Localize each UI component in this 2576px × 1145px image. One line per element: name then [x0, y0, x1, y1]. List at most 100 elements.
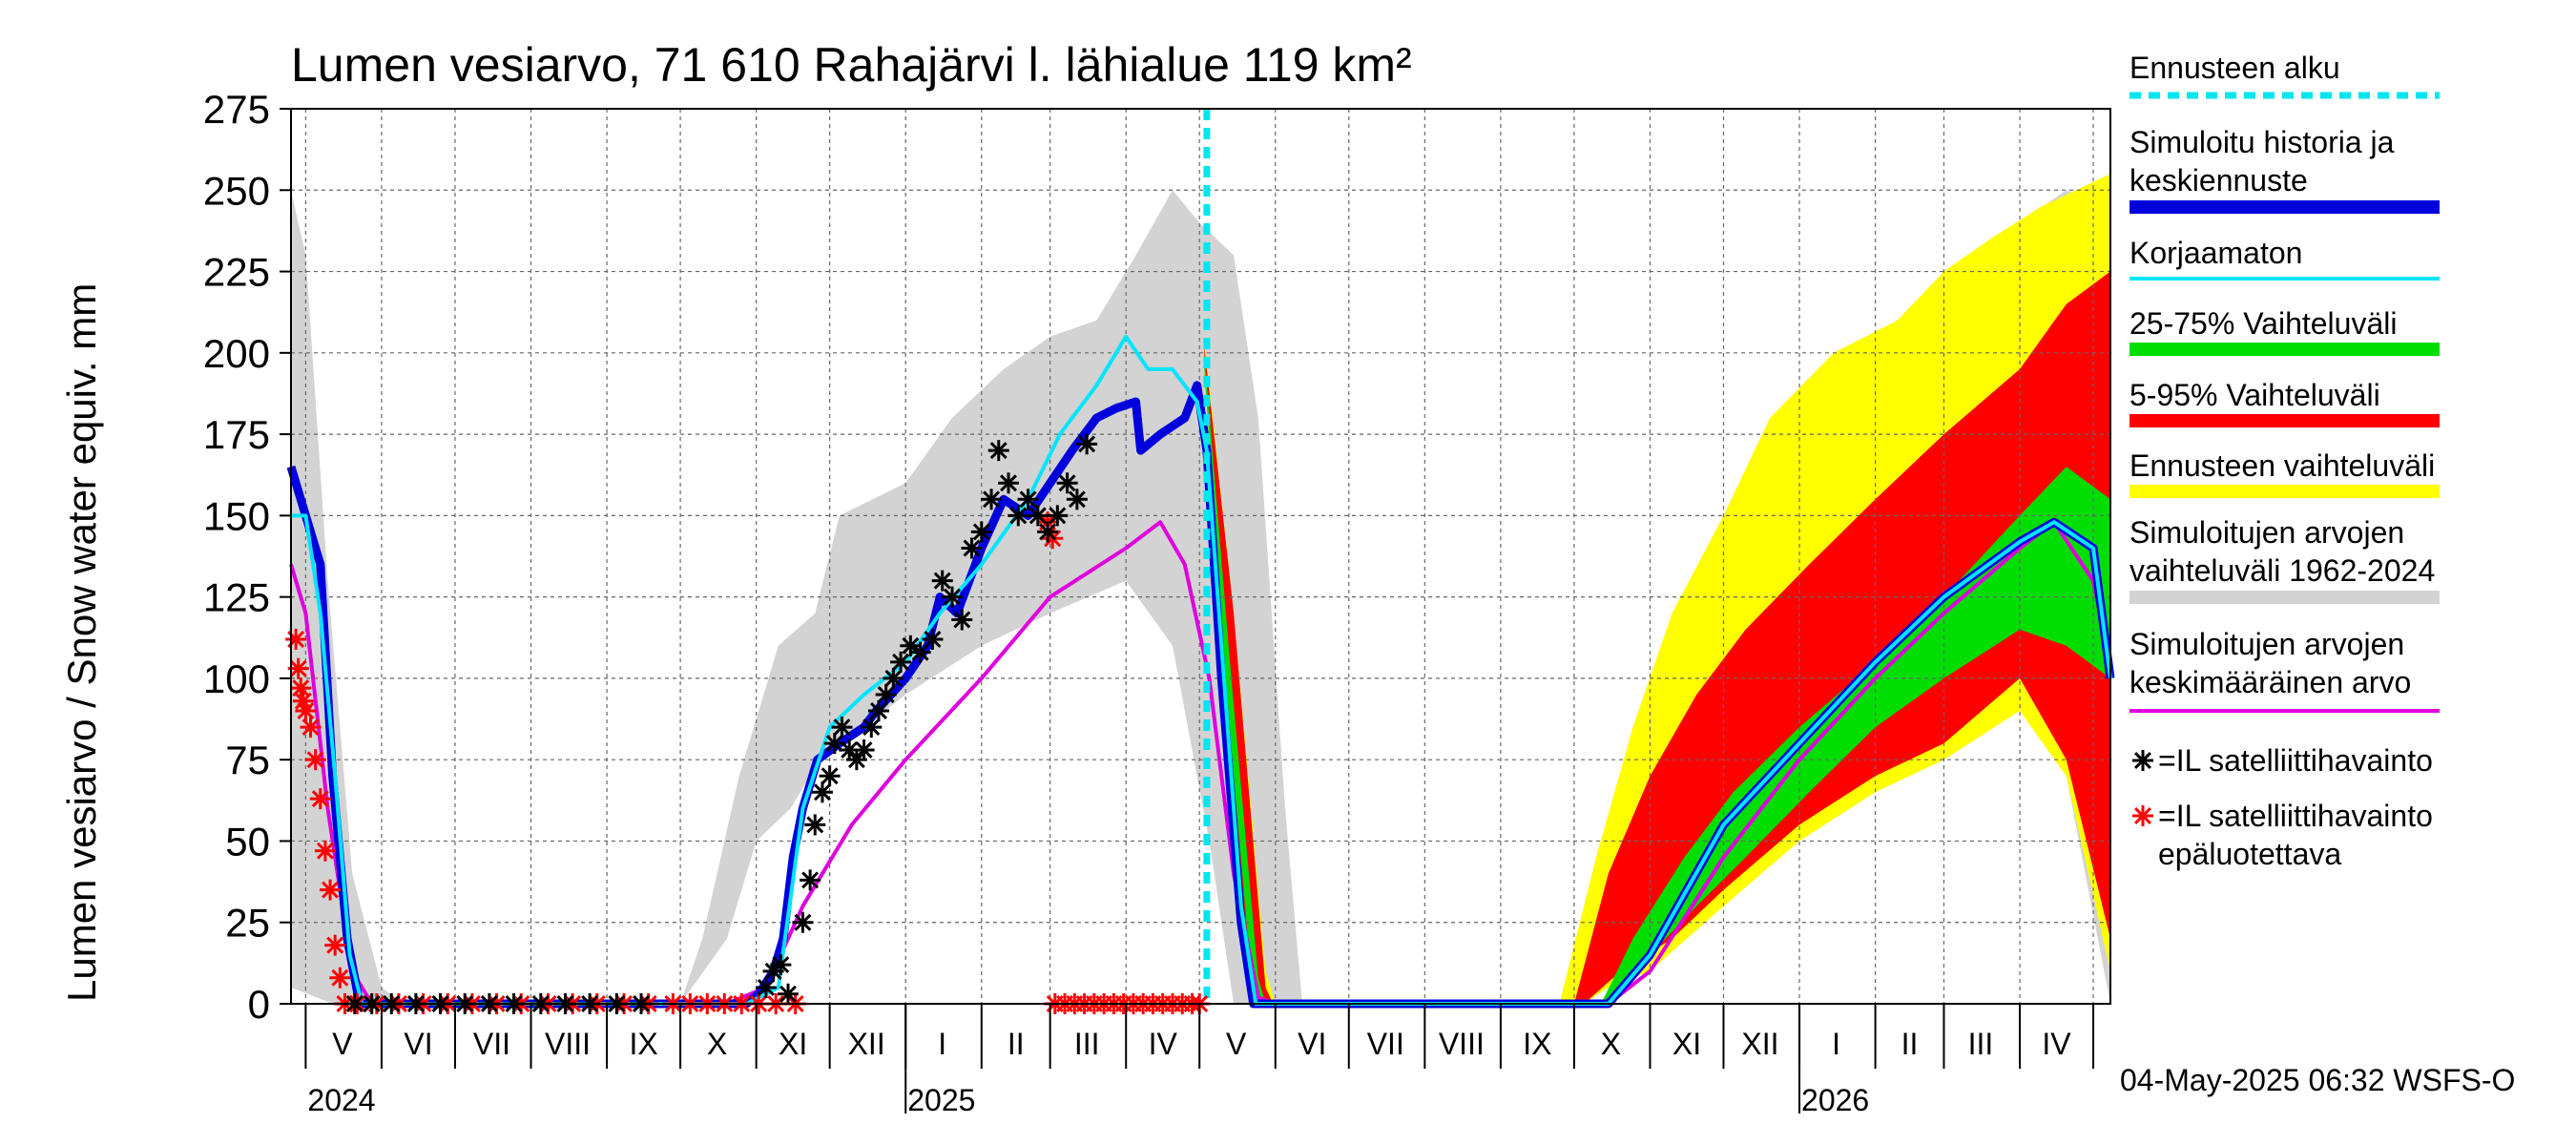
sat-obs-marker [890, 651, 912, 673]
legend-label-hist_range: Simuloitujen arvojen [2129, 515, 2404, 550]
y-tick-label: 275 [203, 87, 270, 132]
legend-symbol-sat_unreliable [2132, 805, 2153, 826]
month-label: IX [1523, 1027, 1551, 1061]
sat-unreliable-marker [320, 879, 342, 901]
y-tick-label: 25 [225, 901, 270, 946]
y-tick-label: 75 [225, 738, 270, 782]
sat-obs-marker [998, 472, 1020, 494]
y-tick-label: 175 [203, 412, 270, 457]
month-label: XI [1672, 1027, 1701, 1061]
sat-obs-marker [941, 586, 963, 608]
y-tick-label: 225 [203, 250, 270, 295]
legend-label-uncorrected: Korjaamaton [2129, 236, 2302, 270]
sat-obs-marker [811, 781, 833, 803]
legend-label-sat_unreliable: epäluotettava [2158, 837, 2341, 871]
legend-label-hist_mean: keskimääräinen arvo [2129, 665, 2411, 699]
plot-frame [290, 108, 2111, 1005]
sat-obs-marker [861, 717, 883, 739]
month-label: VIII [545, 1027, 591, 1061]
month-label: VII [473, 1027, 510, 1061]
month-label: XII [848, 1027, 885, 1061]
sat-obs-marker [770, 954, 792, 976]
sat-obs-marker [875, 683, 897, 705]
sat-obs-marker [804, 814, 826, 836]
month-label: V [1226, 1027, 1247, 1061]
timestamp: 04-May-2025 06:32 WSFS-O [2120, 1063, 2515, 1097]
sat-obs-marker [1017, 489, 1039, 510]
sat-unreliable-marker [285, 628, 307, 650]
legend-label-hist_range: vaihteluväli 1962-2024 [2129, 553, 2435, 588]
legend-label-sat_obs: =IL satelliittihavainto [2158, 743, 2433, 778]
month-label: III [1968, 1027, 1994, 1061]
legend-label-forecast_range: Ennusteen vaihteluväli [2129, 448, 2435, 483]
y-tick-label: 50 [225, 819, 270, 864]
sat-obs-marker [970, 521, 992, 543]
month-label: VIII [1439, 1027, 1485, 1061]
sat-obs-marker [987, 440, 1009, 462]
sat-unreliable-marker [304, 749, 326, 771]
sat-obs-marker [961, 537, 983, 559]
year-label: 2025 [907, 1083, 975, 1117]
sat-obs-marker [1066, 489, 1088, 510]
sat-unreliable-marker [324, 934, 346, 956]
sat-unreliable-marker [295, 700, 317, 722]
month-label: II [1008, 1027, 1025, 1061]
sat-obs-marker [909, 641, 931, 663]
sat-obs-marker [1076, 433, 1098, 455]
month-label: X [707, 1027, 727, 1061]
sat-obs-marker [831, 717, 853, 739]
sat-obs-marker [867, 700, 889, 722]
month-label: XII [1741, 1027, 1778, 1061]
month-label: IV [1149, 1027, 1178, 1061]
range-bands [291, 174, 2110, 1005]
sat-unreliable-marker [292, 690, 314, 712]
sat-obs-marker [1008, 505, 1029, 527]
sat-obs-marker [845, 749, 867, 771]
legend-label-hist_mean: Simuloitujen arvojen [2129, 627, 2404, 661]
legend-symbol-sat_obs [2132, 750, 2153, 771]
chart-title: Lumen vesiarvo, 71 610 Rahajärvi l. lähi… [291, 38, 1412, 92]
month-label: I [1832, 1027, 1840, 1061]
sat-unreliable-marker [329, 967, 351, 989]
sat-unreliable-marker [300, 717, 322, 739]
year-label: 2026 [1801, 1083, 1869, 1117]
year-label: 2024 [307, 1083, 375, 1117]
month-label: I [938, 1027, 946, 1061]
legend-label-simulated: Simuloitu historia ja [2129, 125, 2395, 159]
sat-obs-marker [1037, 521, 1059, 543]
month-label: VII [1367, 1027, 1404, 1061]
sat-obs-marker [778, 983, 800, 1005]
sat-obs-marker [1027, 505, 1049, 527]
sat-obs-marker [1047, 505, 1069, 527]
month-label: II [1901, 1027, 1919, 1061]
legend-label-forecast_start: Ennusteen alku [2129, 51, 2340, 85]
month-label: VI [404, 1027, 432, 1061]
legend-label-p5_95: 5-95% Vaihteluväli [2129, 378, 2380, 412]
sat-unreliable-marker [314, 840, 336, 862]
legend: Ennusteen alku Simuloitu historia ja keski… [2129, 51, 2440, 871]
legend-label-p25_75: 25-75% Vaihteluväli [2129, 306, 2397, 341]
sat-obs-marker [931, 570, 953, 592]
legend-label-simulated: keskiennuste [2129, 163, 2308, 198]
month-label: V [332, 1027, 353, 1061]
y-tick-label: 100 [203, 656, 270, 701]
sat-obs-marker [981, 489, 1003, 510]
month-label: IX [629, 1027, 657, 1061]
sat-obs-marker [792, 911, 814, 933]
month-label: X [1601, 1027, 1621, 1061]
month-label: III [1074, 1027, 1100, 1061]
band-25-75 [1204, 352, 2110, 1004]
sat-obs-marker [755, 976, 777, 998]
y-tick-label: 125 [203, 575, 270, 620]
sat-obs-marker [819, 765, 841, 787]
month-label: VI [1298, 1027, 1326, 1061]
sat-obs-marker [951, 609, 973, 631]
sat-obs-marker [922, 628, 944, 650]
sat-obs-marker [883, 667, 904, 689]
sat-obs-marker [800, 869, 821, 891]
legend-label-sat_unreliable: =IL satelliittihavainto [2158, 799, 2433, 833]
sat-obs-marker [1056, 472, 1078, 494]
y-axis-label: Lumen vesiarvo / Snow water equiv. mm [59, 283, 104, 1002]
